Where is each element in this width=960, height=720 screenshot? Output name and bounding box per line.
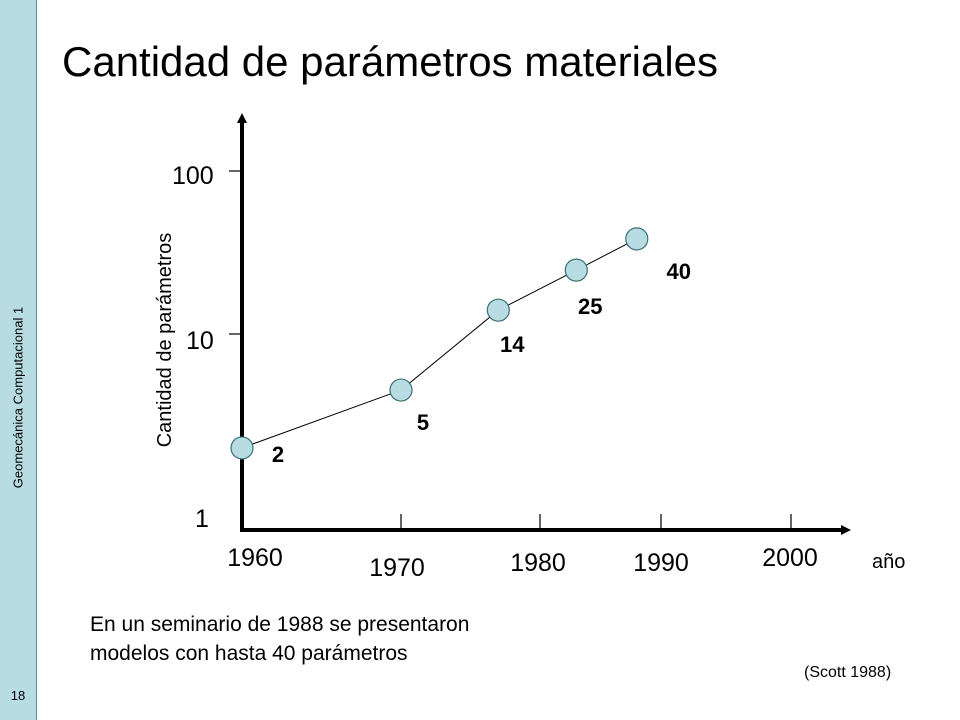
y-tick-label: 10 (186, 327, 214, 355)
data-label: 5 (417, 410, 429, 435)
seminar-note: En un seminario de 1988 se presentaron m… (90, 610, 610, 668)
data-label: 14 (500, 332, 525, 357)
data-label: 25 (578, 294, 602, 319)
x-axis-label: año (872, 551, 905, 573)
y-tick-label: 1 (195, 505, 209, 533)
data-point (486, 298, 510, 322)
x-tick-label: 1990 (633, 549, 689, 577)
y-tick-label: 100 (172, 162, 214, 190)
data-point (230, 436, 254, 460)
source-citation: (Scott 1988) (804, 664, 892, 681)
y-axis-label: Cantidad de parámetros (154, 233, 176, 448)
x-tick-label: 1960 (227, 544, 283, 572)
note-line-1: En un seminario de 1988 se presentaron (90, 613, 470, 636)
data-point (564, 258, 588, 282)
note-line-2: modelos con hasta 40 parámetros (90, 642, 408, 665)
data-label: 2 (272, 442, 284, 467)
x-tick-label: 2000 (762, 544, 818, 572)
data-label: 40 (667, 259, 691, 284)
data-point (389, 378, 413, 402)
slide-number: 18 (10, 688, 26, 703)
sidebar (0, 0, 37, 720)
data-point (625, 227, 649, 251)
x-tick-label: 1980 (510, 549, 566, 577)
slide-title: Cantidad de parámetros materiales (62, 38, 719, 85)
x-tick-label: 1970 (369, 554, 425, 582)
